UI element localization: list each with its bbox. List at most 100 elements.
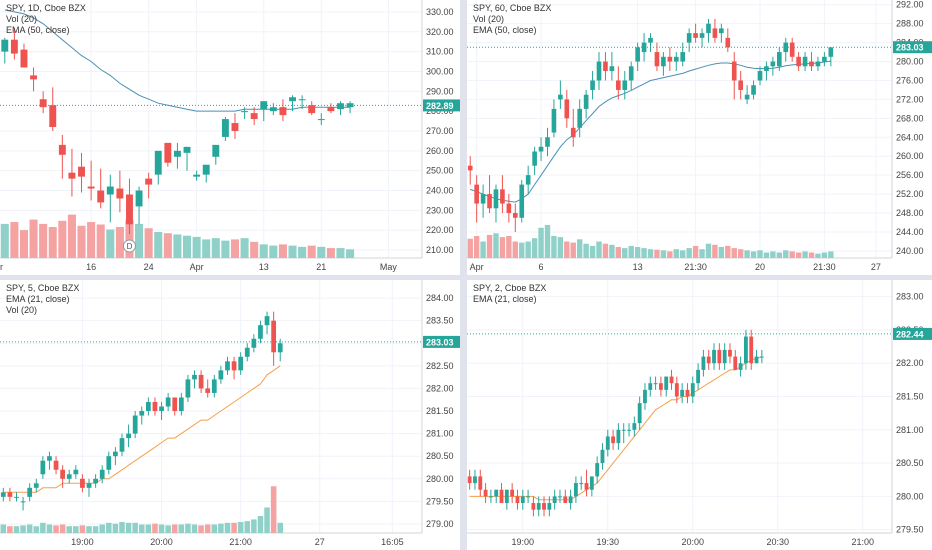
volume-bar (277, 522, 284, 533)
volume-bar (218, 523, 224, 533)
candle-body (225, 361, 230, 371)
candle-body (258, 325, 263, 339)
candle-body (648, 37, 653, 43)
candle-body (241, 111, 249, 113)
price-badge-label: 282.89 (426, 101, 454, 111)
candle-body (690, 383, 695, 397)
candle-body (749, 336, 754, 364)
candle-body (172, 397, 178, 412)
candle-body (570, 127, 576, 138)
candle-body (145, 178, 153, 185)
candle-body (119, 438, 125, 452)
candle-body (664, 376, 669, 390)
ema-line (3, 365, 281, 493)
x-tick-label: 27 (315, 537, 325, 547)
candle-body (238, 356, 244, 371)
candle-body (47, 456, 52, 461)
volume-bar (789, 251, 795, 258)
candle-body (135, 190, 143, 207)
dividend-marker (122, 239, 136, 253)
candle-body (551, 108, 557, 133)
candle-body (776, 52, 782, 67)
candle-body (183, 146, 191, 153)
candle-body (346, 103, 354, 108)
dividend-marker-label: D (127, 242, 133, 251)
chart-pane-2min[interactable]: 279.50 280.00 280.50 281.00 281.50 282.00 282.… (467, 280, 932, 550)
candle-body (106, 186, 114, 195)
x-tick-label: 16:05 (381, 537, 404, 547)
x-tick-label: 20:30 (767, 537, 790, 547)
volume-bar (602, 243, 609, 258)
candle-body (637, 403, 642, 424)
candle-body (584, 483, 589, 490)
candle-body (251, 338, 257, 348)
candle-body (512, 213, 518, 218)
volume-bar (551, 236, 557, 258)
chart-pane-5min[interactable]: 279.00 279.50 280.00 280.50 281.00 281.50 282.… (0, 280, 460, 550)
candle-body (583, 94, 589, 109)
y-tick-label: 330.00 (426, 7, 454, 17)
horizontal-divider[interactable] (0, 275, 932, 280)
candle-body (500, 189, 505, 204)
chart-canvas-5min[interactable]: 279.00 279.50 280.00 280.50 281.00 281.50 282.… (0, 280, 460, 550)
volume-bar (230, 239, 240, 258)
x-tick-label: 13 (633, 262, 643, 272)
candle-body (627, 429, 631, 431)
x-tick-label: 19:00 (71, 537, 94, 547)
candle-body (712, 28, 718, 38)
x-tick-label: 13 (259, 262, 269, 272)
y-tick-label: 279.50 (426, 496, 454, 506)
chart-pane-daily[interactable]: 210.00 220.00 230.00 240.00 250.00 260.00 270.… (0, 0, 460, 275)
volume-bar (346, 249, 355, 258)
candle-body (680, 389, 685, 397)
price-badge (423, 99, 460, 112)
candle-body (68, 172, 76, 179)
candle-body (590, 80, 595, 90)
candle-body (202, 164, 210, 175)
chart-canvas-daily[interactable]: 210.00 220.00 230.00 240.00 250.00 260.00 270.… (0, 0, 460, 275)
volume-bar (815, 253, 821, 258)
volume-bar (244, 521, 251, 533)
candle-body (796, 56, 801, 67)
y-tick-label: 240.00 (426, 186, 454, 196)
volume-bar (512, 241, 518, 258)
candle-body (733, 356, 738, 370)
volume-bar (583, 243, 589, 258)
x-tick-label: 21:00 (852, 537, 875, 547)
candle-body (654, 52, 660, 67)
candle-body (467, 165, 473, 171)
candle-body (99, 469, 105, 479)
x-tick-label: 21 (316, 262, 326, 272)
y-tick-label: 276.00 (896, 75, 924, 85)
candle-body (116, 188, 124, 199)
candle-body (609, 66, 615, 72)
candle-body (152, 401, 158, 412)
chart-pane-60min[interactable]: 240.00 244.00 248.00 252.00 256.00 260.00 264.… (467, 0, 932, 275)
y-tick-label: 280.50 (896, 458, 924, 468)
x-tick-label: 21:00 (229, 537, 252, 547)
volume-bar (699, 249, 705, 258)
candle-body (113, 451, 118, 457)
candle-body (193, 174, 201, 177)
candle-body (289, 97, 296, 102)
volume-bar (250, 241, 259, 258)
volume-bar (680, 250, 686, 258)
candle-body (244, 347, 250, 357)
volume-bar (99, 524, 105, 533)
candle-body (685, 389, 690, 397)
volume-bar (692, 245, 699, 258)
volume-bar (731, 248, 737, 258)
volume-bar (596, 241, 602, 258)
candle-body (545, 137, 550, 147)
chart-canvas-2min[interactable]: 279.50 280.00 280.50 281.00 281.50 282.00 282.… (467, 280, 932, 550)
candle-body (10, 39, 18, 54)
candle-body (628, 66, 634, 81)
chart-canvas-60min[interactable]: 240.00 244.00 248.00 252.00 256.00 260.00 264.… (467, 0, 932, 275)
candle-body (27, 487, 33, 497)
volume-bar (467, 238, 473, 258)
volume-bar (269, 245, 278, 258)
chart-legend-5min: SPY, 5, Cboe BZX EMA (21, close) Vol (20… (6, 283, 79, 316)
volume-bar (86, 526, 92, 533)
volume-bar (525, 241, 531, 258)
